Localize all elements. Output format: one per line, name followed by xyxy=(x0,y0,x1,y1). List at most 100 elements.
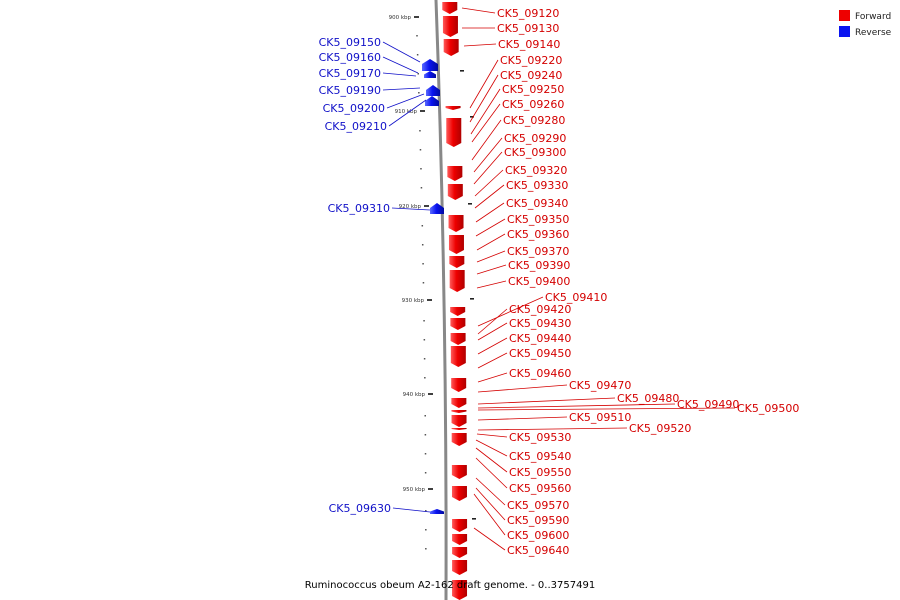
forward-gene-glyph xyxy=(451,415,467,427)
forward-leader-line xyxy=(477,403,676,409)
forward-gene-label: CK5_09500 xyxy=(737,402,799,415)
forward-gene-glyph xyxy=(443,39,459,56)
minor-tick xyxy=(416,35,418,37)
reverse-gene-glyph xyxy=(426,85,440,96)
forward-gene-label: CK5_09440 xyxy=(509,332,571,345)
forward-leader-line xyxy=(469,74,499,123)
forward-gene-glyph xyxy=(445,106,461,110)
genome-caption: Ruminococcus obeum A2-162 draft genome. … xyxy=(305,580,595,591)
forward-gene-glyph xyxy=(452,580,468,600)
forward-leader-line xyxy=(475,218,506,237)
forward-leader-line xyxy=(473,527,506,551)
forward-gene-label: CK5_09520 xyxy=(629,422,691,435)
reverse-gene-label: CK5_09150 xyxy=(319,36,381,49)
forward-gene-label: CK5_09490 xyxy=(677,398,739,411)
minor-tick xyxy=(425,510,427,512)
minor-tick xyxy=(421,225,424,227)
minor-tick xyxy=(422,282,425,284)
forward-gene-glyph xyxy=(448,235,464,254)
forward-leader-line xyxy=(461,7,496,14)
forward-gene-glyph xyxy=(451,465,467,479)
forward-gene-glyph xyxy=(451,378,467,392)
forward-gene-label: CK5_09410 xyxy=(545,291,607,304)
forward-leader-line xyxy=(477,296,544,327)
forward-gene-glyph xyxy=(450,307,466,316)
forward-gene-label: CK5_09240 xyxy=(500,69,562,82)
tick-label: 950 kbp xyxy=(403,487,426,493)
forward-leader-line xyxy=(463,43,497,47)
forward-gene-glyph xyxy=(442,2,458,14)
forward-gene-label: CK5_09390 xyxy=(508,259,570,272)
forward-leader-line xyxy=(477,384,568,393)
gene-labels: CK5_09120 CK5_09130 CK5_09140 CK5_09220 CK5_… xyxy=(319,7,800,557)
forward-leader-line xyxy=(471,119,502,161)
forward-leader-line xyxy=(473,151,503,185)
minor-tick xyxy=(424,377,426,379)
minor-tick xyxy=(425,529,427,531)
reverse-gene-label: CK5_09190 xyxy=(319,84,381,97)
minor-tick xyxy=(420,168,422,170)
forward-gene-label: CK5_09510 xyxy=(569,411,631,424)
forward-leader-line xyxy=(476,433,508,438)
forward-gene-glyph xyxy=(451,428,467,430)
minor-tick xyxy=(424,453,427,455)
forward-gene-label: CK5_09340 xyxy=(506,197,568,210)
forward-leader-line xyxy=(477,427,628,431)
forward-gene-glyph xyxy=(450,346,466,367)
forward-leader-line xyxy=(477,397,616,405)
forward-leader-line xyxy=(473,137,503,173)
minor-tick xyxy=(419,130,421,132)
reverse-gene-glyph xyxy=(430,203,444,214)
forward-gene-label: CK5_09220 xyxy=(500,54,562,67)
gene-glyphs xyxy=(422,2,476,600)
forward-gene-label: CK5_09290 xyxy=(504,132,566,145)
forward-gene-label: CK5_09320 xyxy=(505,164,567,177)
reverse-gene-label: CK5_09170 xyxy=(319,67,381,80)
legend-forward-swatch xyxy=(839,10,850,21)
forward-gene-glyph xyxy=(442,16,458,37)
forward-leader-line xyxy=(476,280,507,289)
reverse-leader-line xyxy=(382,41,421,63)
forward-gene-glyph xyxy=(452,534,468,545)
forward-leader-line xyxy=(474,169,504,197)
forward-leader-line xyxy=(475,477,506,506)
reverse-gene-glyph xyxy=(425,96,439,106)
forward-leader-line xyxy=(473,493,506,536)
forward-gene-label: CK5_09450 xyxy=(509,347,571,360)
reverse-leader-line xyxy=(382,87,421,91)
forward-gene-label: CK5_09130 xyxy=(497,22,559,35)
minor-tick xyxy=(424,415,426,417)
forward-leader-line xyxy=(475,439,508,457)
minor-tick xyxy=(417,73,419,75)
forward-leader-line xyxy=(469,59,499,109)
forward-gene-glyph xyxy=(446,118,462,147)
forward-gene-label: CK5_09480 xyxy=(617,392,679,405)
reverse-gene-label: CK5_09210 xyxy=(325,120,387,133)
forward-leader-line xyxy=(471,103,501,143)
minor-tick xyxy=(421,244,424,246)
reverse-gene-label: CK5_09310 xyxy=(328,202,390,215)
forward-gene-label: CK5_09560 xyxy=(509,482,571,495)
forward-gene-glyph xyxy=(451,486,467,501)
forward-leader-line xyxy=(475,457,508,489)
forward-gene-glyph xyxy=(452,519,468,532)
forward-leader-line xyxy=(477,308,508,335)
forward-leader-line xyxy=(476,264,507,275)
reverse-gene-glyph xyxy=(430,509,444,514)
forward-gene-label: CK5_09530 xyxy=(509,431,571,444)
forward-gene-label: CK5_09250 xyxy=(502,83,564,96)
reverse-leader-line xyxy=(386,93,425,109)
forward-gene-glyph xyxy=(451,433,467,446)
forward-gene-label: CK5_09570 xyxy=(507,499,569,512)
axis-ticks: 900 kbp 910 kbp 920 kbp 930 kbp 940 kbp 950 k… xyxy=(389,15,433,550)
forward-gene-label: CK5_09120 xyxy=(497,7,559,20)
reverse-leader-line xyxy=(382,56,419,74)
forward-gene-label: CK5_09600 xyxy=(507,529,569,542)
forward-gene-glyph xyxy=(447,184,463,200)
reverse-gene-label: CK5_09200 xyxy=(323,102,385,115)
forward-gene-label: CK5_09430 xyxy=(509,317,571,330)
forward-gene-label: CK5_09370 xyxy=(507,245,569,258)
forward-gene-glyph xyxy=(451,398,467,408)
gene-marker xyxy=(472,518,476,520)
